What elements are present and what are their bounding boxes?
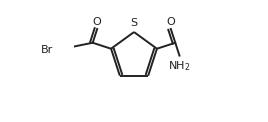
Text: NH$_2$: NH$_2$: [169, 59, 191, 73]
Text: Br: Br: [41, 45, 53, 55]
Text: O: O: [93, 17, 102, 27]
Text: O: O: [166, 17, 175, 27]
Text: S: S: [131, 18, 137, 28]
